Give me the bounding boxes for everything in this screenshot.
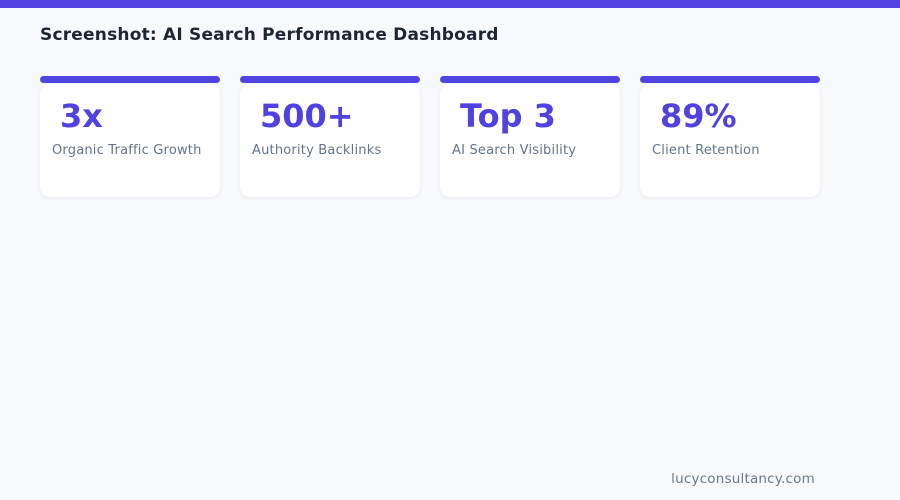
card-accent-bar bbox=[640, 76, 820, 83]
stat-value: 3x bbox=[60, 97, 103, 135]
stat-label: AI Search Visibility bbox=[452, 143, 577, 159]
stat-card-client-retention: 89% Client Retention bbox=[640, 76, 820, 197]
card-accent-bar bbox=[40, 76, 220, 83]
stat-card-body: 3x Organic Traffic Growth bbox=[40, 84, 220, 197]
stat-value: 89% bbox=[660, 97, 737, 135]
stats-card-row: 3x Organic Traffic Growth 500+ Authority… bbox=[40, 76, 860, 197]
stat-card-ai-visibility: Top 3 AI Search Visibility bbox=[440, 76, 620, 197]
stat-value: 500+ bbox=[260, 97, 354, 135]
stat-card-backlinks: 500+ Authority Backlinks bbox=[240, 76, 420, 197]
stat-label: Organic Traffic Growth bbox=[52, 143, 202, 159]
card-accent-bar bbox=[240, 76, 420, 83]
footer-website-text: lucyconsultancy.com bbox=[671, 471, 815, 487]
stat-label: Client Retention bbox=[652, 143, 760, 159]
card-accent-bar bbox=[440, 76, 620, 83]
stat-value: Top 3 bbox=[460, 97, 556, 135]
stat-card-organic-traffic: 3x Organic Traffic Growth bbox=[40, 76, 220, 197]
stat-card-body: 500+ Authority Backlinks bbox=[240, 84, 420, 197]
top-accent-bar bbox=[0, 0, 900, 8]
stat-card-body: Top 3 AI Search Visibility bbox=[440, 84, 620, 197]
page-title: Screenshot: AI Search Performance Dashbo… bbox=[40, 25, 499, 45]
stat-card-body: 89% Client Retention bbox=[640, 84, 820, 197]
stat-label: Authority Backlinks bbox=[252, 143, 382, 159]
